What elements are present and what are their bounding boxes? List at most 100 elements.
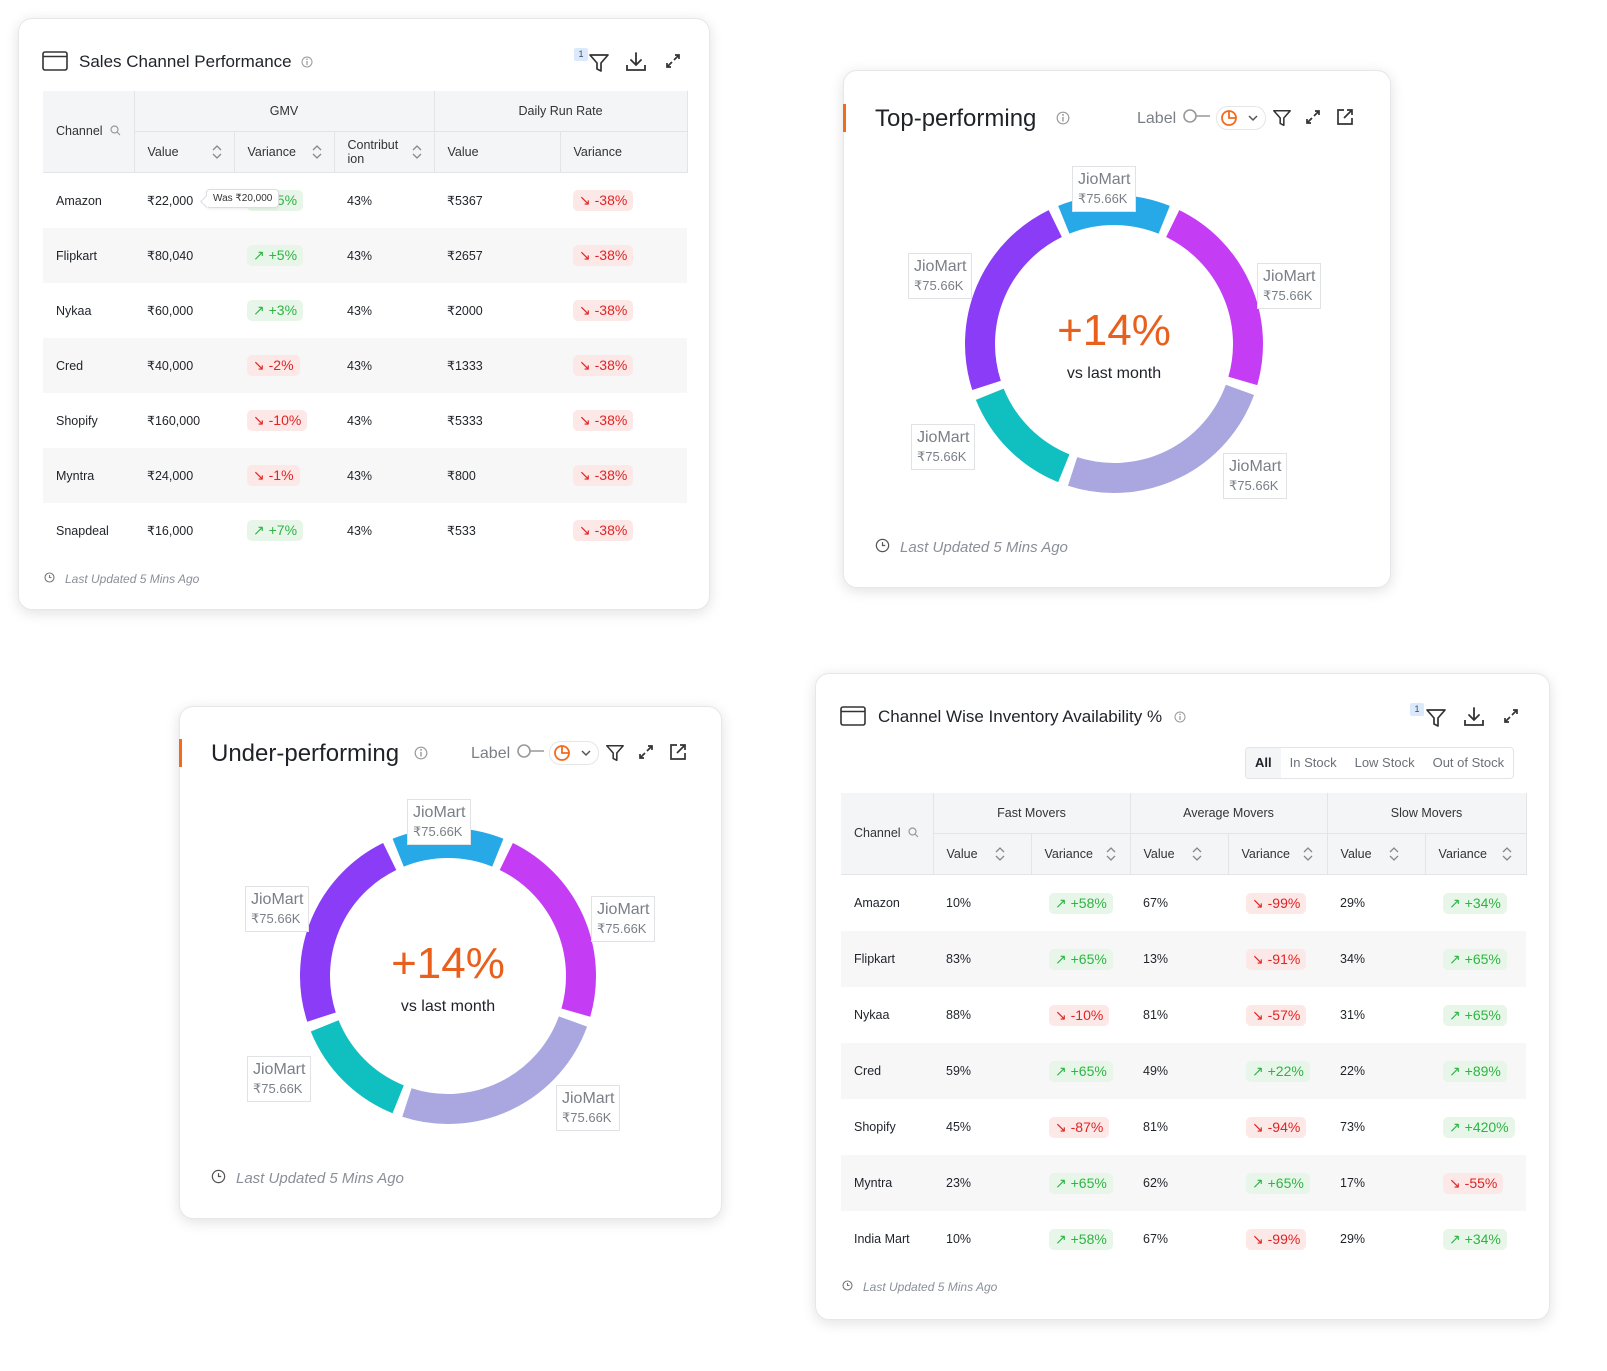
sort-icon[interactable] — [312, 144, 322, 163]
drr-value-cell: ₹1333 — [434, 338, 560, 393]
drr-value-cell: ₹5333 — [447, 414, 483, 428]
variance-badge: ↗ +5% — [247, 245, 304, 266]
value-column-header[interactable]: Value — [134, 131, 235, 173]
search-icon[interactable] — [110, 125, 121, 139]
avg-variance-cell: ↘ -99% — [1228, 1211, 1327, 1267]
slow-variance-cell: ↘ -55% — [1425, 1155, 1527, 1211]
donut-segment[interactable] — [402, 1016, 588, 1124]
fast-value-cell: 10% — [946, 1232, 972, 1246]
segment-label: JioMart ₹75.66K — [407, 799, 472, 845]
donut-segment[interactable] — [300, 842, 397, 1022]
variance-badge: ↘ -91% — [1246, 948, 1307, 970]
channel-cell: Amazon — [854, 896, 900, 910]
label-toggle[interactable]: Label — [471, 743, 546, 764]
variance-badge: ↗ +58% — [1049, 892, 1113, 914]
fast-variance-cell: ↗ +65% — [1031, 931, 1131, 987]
drr-value-cell: ₹2657 — [434, 228, 560, 283]
expand-icon[interactable] — [1502, 707, 1520, 725]
slow-variance-cell: ↗ +89% — [1425, 1043, 1527, 1099]
variance-cell: ↘ -10% — [234, 393, 334, 448]
avg-value-cell: 67% — [1143, 1232, 1169, 1246]
toggle-switch[interactable] — [1182, 108, 1212, 129]
label-toggle-text: Label — [1137, 109, 1177, 127]
chart-type-dropdown[interactable] — [549, 741, 599, 765]
value-cell: ₹60,000 — [147, 304, 194, 318]
donut-segment[interactable] — [975, 388, 1070, 483]
filter-icon[interactable] — [1425, 707, 1447, 729]
info-icon[interactable] — [1174, 710, 1186, 728]
table-row: Nykaa ₹60,000 ↗ +3% 43% ₹2000 ↘ -38% — [43, 283, 687, 338]
download-icon[interactable] — [1462, 705, 1486, 729]
donut-segment[interactable] — [499, 842, 596, 1017]
channel-cell: Flipkart — [43, 228, 134, 283]
slow-value-cell: 29% — [1340, 1232, 1366, 1246]
info-icon[interactable] — [301, 55, 313, 73]
avg-value-cell: 49% — [1130, 1043, 1229, 1099]
variance-tooltip: Was ₹20,000 — [206, 189, 280, 208]
sort-icon[interactable] — [1303, 846, 1313, 865]
sort-icon[interactable] — [212, 144, 222, 163]
sort-icon[interactable] — [1389, 846, 1399, 865]
sales-table: Channel GMV Daily Run Rate Value Varianc… — [43, 91, 688, 558]
open-external-icon[interactable] — [1335, 107, 1355, 127]
value-column-header[interactable]: Value — [1130, 833, 1229, 875]
inventory-table: Channel Fast Movers Average Movers Slow … — [841, 793, 1527, 1267]
expand-icon[interactable] — [637, 743, 655, 761]
value-cell: ₹24,000 — [134, 448, 234, 503]
sort-icon[interactable] — [995, 846, 1005, 865]
center-value: +14% — [1057, 306, 1171, 355]
slow-variance-cell: ↗ +65% — [1425, 987, 1526, 1043]
donut-segment[interactable] — [965, 210, 1063, 391]
channel-header[interactable]: Channel — [43, 91, 135, 173]
value-column-header[interactable]: Value — [933, 833, 1032, 875]
donut-segment[interactable] — [1067, 384, 1255, 493]
open-external-icon[interactable] — [668, 742, 688, 762]
last-updated: Last Updated 5 Mins Ago — [44, 572, 199, 586]
toggle-switch[interactable] — [516, 743, 546, 764]
slow-value-cell: 73% — [1340, 1120, 1366, 1134]
value-column-header[interactable]: Value — [1327, 833, 1426, 875]
expand-icon[interactable] — [664, 52, 682, 70]
sort-icon[interactable] — [1192, 846, 1202, 865]
variance-badge: ↗ +7% — [247, 520, 304, 541]
contribution-cell: 43% — [347, 413, 373, 428]
variance-column-header[interactable]: Variance — [1031, 833, 1131, 875]
variance-badge: ↗ +34% — [1443, 1228, 1507, 1250]
drr-variance-cell: ↘ -38% — [560, 448, 688, 503]
tab-in-stock[interactable]: In Stock — [1289, 755, 1337, 770]
channel-cell: Nykaa — [56, 303, 92, 318]
fast-variance-cell: ↗ +65% — [1031, 1043, 1131, 1099]
chart-type-dropdown[interactable] — [1216, 106, 1266, 130]
variance-badge: ↗ +65% — [1443, 1004, 1507, 1026]
value-cell: ₹22,000 — [147, 194, 194, 208]
expand-icon[interactable] — [1304, 108, 1322, 126]
filter-icon[interactable] — [588, 52, 610, 74]
sort-icon[interactable] — [412, 144, 422, 163]
info-icon[interactable] — [414, 746, 428, 765]
sort-icon[interactable] — [1502, 846, 1512, 865]
sort-icon[interactable] — [1106, 846, 1116, 865]
slow-value-cell: 31% — [1340, 1008, 1366, 1022]
fast-movers-header: Fast Movers — [933, 793, 1131, 834]
filter-icon[interactable] — [1272, 108, 1292, 128]
fast-value-cell: 45% — [946, 1120, 972, 1134]
variance-column-header[interactable]: Variance — [234, 131, 335, 173]
contribution-column-header[interactable]: Contribut ion — [334, 131, 435, 173]
channel-header[interactable]: Channel — [841, 793, 934, 875]
download-icon[interactable] — [624, 50, 648, 74]
tab-all[interactable]: All — [1246, 748, 1281, 778]
filter-icon[interactable] — [605, 743, 625, 763]
info-icon[interactable] — [1056, 111, 1070, 130]
variance-badge: ↘ -10% — [1049, 1004, 1110, 1026]
tab-low-stock[interactable]: Low Stock — [1354, 755, 1415, 770]
drr-value-cell: ₹2000 — [447, 304, 483, 318]
tab-out-of-stock[interactable]: Out of Stock — [1432, 755, 1505, 770]
channel-cell: Shopify — [56, 413, 98, 428]
donut-segment[interactable] — [1165, 210, 1263, 386]
window-icon — [42, 51, 68, 71]
variance-column-header[interactable]: Variance — [1228, 833, 1328, 875]
search-icon[interactable] — [908, 827, 919, 841]
label-toggle[interactable]: Label — [1137, 108, 1212, 129]
donut-segment[interactable] — [310, 1019, 405, 1114]
variance-column-header[interactable]: Variance — [1425, 833, 1527, 875]
